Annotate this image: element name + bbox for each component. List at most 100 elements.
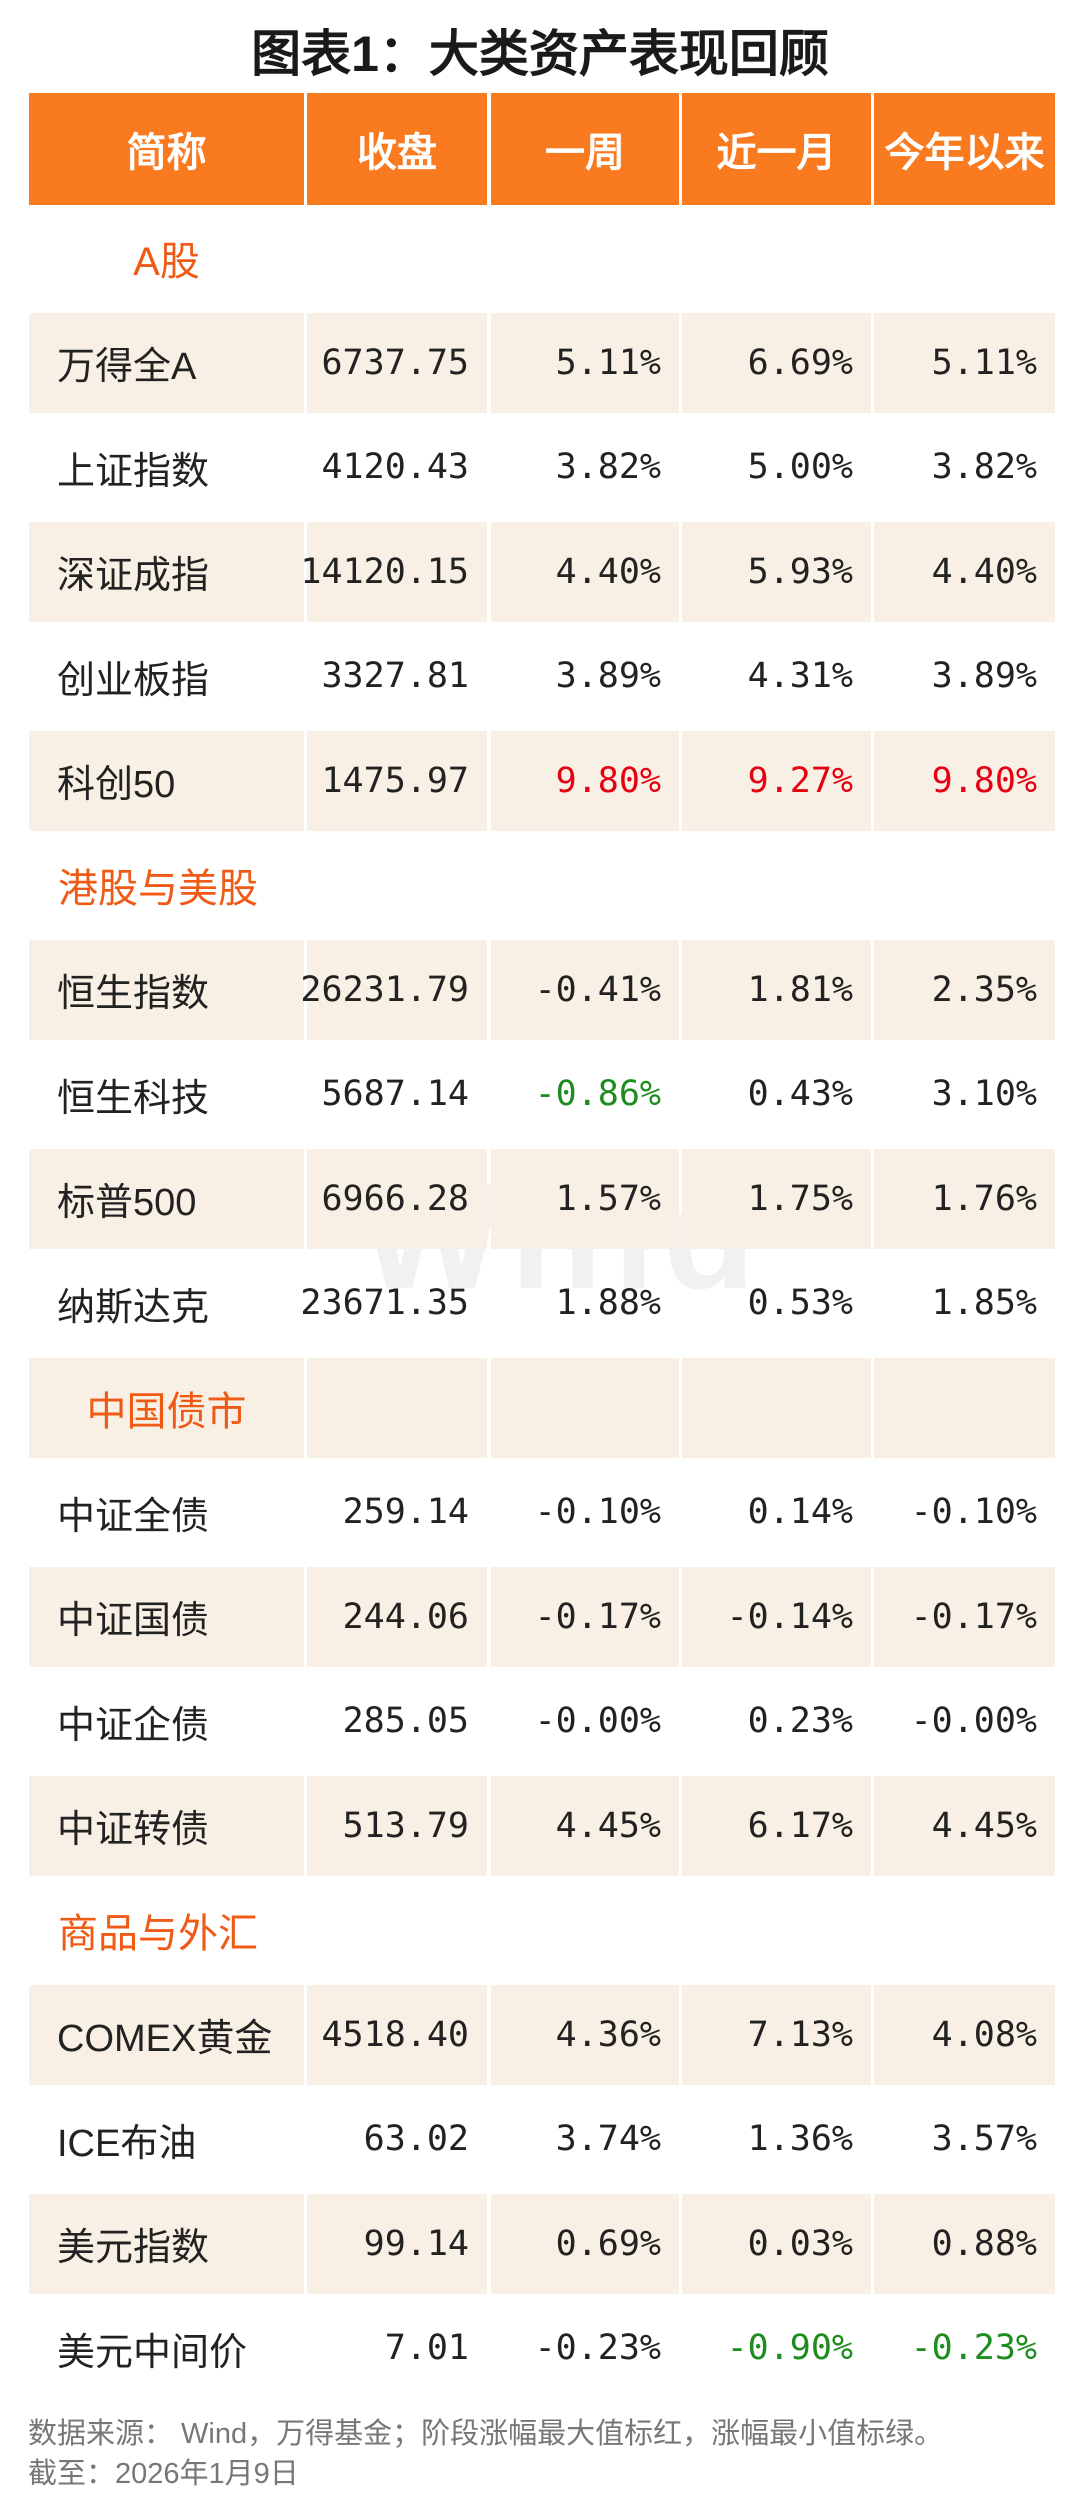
row-value: -0.86% [534,1074,661,1115]
title: 图表1：大类资产表现回顾 [251,26,829,82]
row-name: 标普500 [29,1148,304,1249]
row-value: 1.81% [682,939,871,1040]
row-value: 26231.79 [300,939,487,1040]
row-value: 4.08% [874,1984,1055,2085]
row-value: -0.00% [534,1701,661,1742]
row-value: -0.10% [534,1492,661,1533]
row-name: 科创50 [29,730,304,831]
row-value: 1.88% [555,1283,661,1324]
row-value: 6.17% [682,1775,871,1876]
row-value: -0.17% [491,1566,679,1667]
row-value: 4.31% [747,656,853,697]
row-value: 3.82% [931,447,1037,488]
row-value: 4.36% [491,1984,679,2085]
row-name: 美元指数 [29,2193,304,2294]
row-value: 0.53% [747,1283,853,1324]
row-value: -0.00% [910,1701,1037,1742]
row-name: 中证国债 [29,1566,304,1667]
row-value: 3.89% [931,656,1037,697]
row-value: 259.14 [342,1492,469,1533]
row-value: 1475.97 [307,730,487,831]
section-bg [491,1357,679,1458]
row-value: 5.00% [747,447,853,488]
row-value: 7.01 [384,2328,469,2369]
row-value: 4120.43 [321,447,469,488]
row-value: 2.35% [874,939,1055,1040]
row-value: 285.05 [342,1701,469,1742]
row-name: 深证成指 [29,521,304,622]
row-value: 63.02 [363,2119,469,2160]
row-name: 上证指数 [57,450,210,493]
header-cell: 一周 [491,93,679,205]
row-value: 3.89% [555,656,661,697]
row-value: 1.76% [874,1148,1055,1249]
row-value: 5.11% [874,312,1055,413]
row-value: 14120.15 [300,521,487,622]
row-value: 23671.35 [300,1283,469,1324]
row-value: 1.36% [747,2119,853,2160]
header-cell: 收盘 [307,93,487,205]
row-value: 1.57% [491,1148,679,1249]
row-value: -0.41% [491,939,679,1040]
row-name: 纳斯达克 [57,1286,210,1329]
row-value: 5687.14 [321,1074,469,1115]
section-title: 中国债市 [86,1389,247,1434]
row-name: 万得全A [29,312,304,413]
row-value: 244.06 [307,1566,487,1667]
row-value: 0.88% [874,2193,1055,2294]
row-value: -0.14% [682,1566,871,1667]
row-value: 4.40% [874,521,1055,622]
row-value: 9.80% [491,730,679,831]
row-name: 美元中间价 [57,2331,248,2374]
section-title: 港股与美股 [58,867,258,912]
section-bg [307,1357,487,1458]
row-value: 3.10% [931,1074,1037,1115]
row-value: -0.10% [910,1492,1037,1533]
header-cell: 今年以来 [874,93,1055,205]
section-bg [874,1357,1055,1458]
row-value: 4.45% [491,1775,679,1876]
row-value: 6737.75 [307,312,487,413]
row-name: 创业板指 [57,659,210,702]
row-value: 0.43% [747,1074,853,1115]
row-value: 1.75% [682,1148,871,1249]
row-name: 中证企债 [57,1704,210,1747]
row-value: 9.80% [874,730,1055,831]
row-value: 0.14% [747,1492,853,1533]
row-value: 0.03% [682,2193,871,2294]
row-value: 3.82% [555,447,661,488]
row-value: 1.85% [931,1283,1037,1324]
row-value: 5.93% [682,521,871,622]
row-value: 3.57% [931,2119,1037,2160]
section-title: 商品与外汇 [58,1912,258,1957]
row-name: 恒生科技 [57,1077,210,1120]
section-title: A股 [133,240,200,285]
row-value: 6.69% [682,312,871,413]
row-value: 9.27% [682,730,871,831]
row-value: 0.69% [491,2193,679,2294]
row-value: 99.14 [307,2193,487,2294]
row-value: -0.17% [874,1566,1055,1667]
row-value: 5.11% [491,312,679,413]
header-cell: 简称 [29,93,304,205]
row-value: 7.13% [682,1984,871,2085]
row-value: 513.79 [307,1775,487,1876]
row-name: ICE布油 [57,2122,197,2165]
footer-source: 数据来源： Wind，万得基金；阶段涨幅最大值标红，涨幅最小值标绿。 [28,2418,944,2450]
row-value: 3327.81 [321,656,469,697]
row-name: 中证全债 [57,1495,210,1538]
row-name: COMEX黄金 [29,1984,304,2085]
row-value: -0.23% [534,2328,661,2369]
row-value: 4.45% [874,1775,1055,1876]
row-value: -0.23% [910,2328,1037,2369]
row-name: 中证转债 [29,1775,304,1876]
row-value: 4518.40 [307,1984,487,2085]
row-value: 4.40% [491,521,679,622]
row-value: 3.74% [555,2119,661,2160]
footer-date: 截至：2026年1月9日 [28,2458,299,2490]
section-bg [682,1357,871,1458]
row-value: 0.23% [747,1701,853,1742]
row-name: 恒生指数 [29,939,304,1040]
section-bg [29,1357,304,1458]
